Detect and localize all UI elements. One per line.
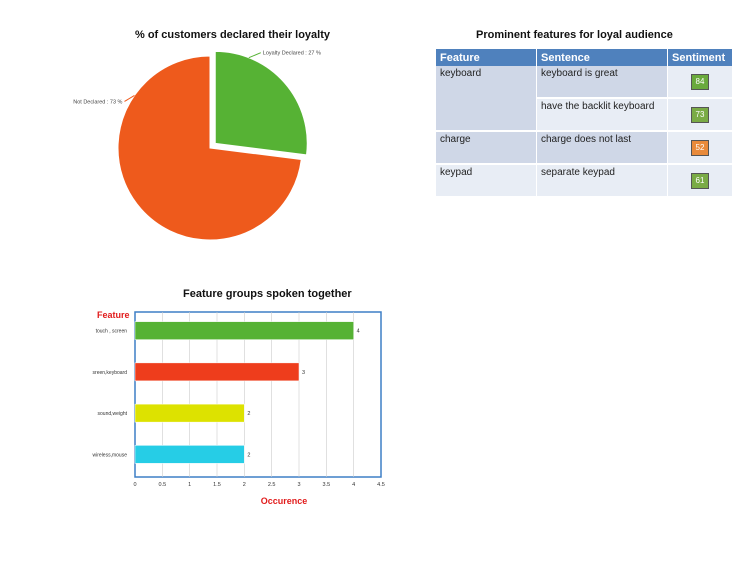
cell-sentiment: 73 [668, 99, 733, 132]
cell-sentiment: 52 [668, 132, 733, 165]
table-header-row: Feature Sentence Sentiment [436, 49, 733, 66]
pie-leader-line [124, 95, 135, 102]
bar-chart-title: Feature groups spoken together [183, 288, 352, 300]
bar [134, 403, 245, 423]
table-row: keypad separate keypad 61 [436, 165, 733, 198]
x-tick-label: 3 [297, 482, 300, 488]
y-tick-label: wireless,mouse [93, 452, 128, 458]
loyalty-pie-chart: Loyalty Declared : 27 % Not Declared : 73… [73, 50, 321, 241]
header-sentence: Sentence [537, 49, 668, 66]
sentiment-badge: 73 [691, 106, 709, 123]
y-tick-label: sreen,keyboard [93, 370, 128, 376]
header-feature: Feature [436, 49, 537, 66]
cell-sentence: keyboard is great [537, 66, 668, 99]
pie-slice-label: Not Declared : 73 % [73, 99, 122, 105]
cell-feature: keypad [436, 165, 537, 198]
x-tick-label: 4.5 [377, 482, 385, 488]
x-tick-label: 3.5 [323, 482, 331, 488]
cell-sentiment: 84 [668, 66, 733, 99]
sentiment-badge: 61 [691, 172, 709, 189]
x-tick-label: 0.5 [159, 482, 167, 488]
cell-feature: charge [436, 132, 537, 165]
table-row: have the backlit keyboard 73 [436, 99, 733, 132]
bar [134, 321, 354, 340]
cell-sentence: charge does not last [537, 132, 668, 165]
cell-sentence: separate keypad [537, 165, 668, 198]
pie-chart-title: % of customers declared their loyalty [135, 29, 331, 41]
bar [134, 362, 300, 382]
sentiment-badge: 84 [691, 73, 709, 90]
table-title: Prominent features for loyal audience [476, 29, 673, 41]
x-tick-label: 2.5 [268, 482, 276, 488]
x-axis-label: Occurence [261, 496, 308, 506]
feature-groups-bar-chart: 0 0.5 1 1.5 2 2.5 3 3.5 4 4.5 touch , screen 4 sreen… [93, 310, 385, 506]
y-tick-label: sound,weight [98, 411, 128, 417]
cell-sentiment: 61 [668, 165, 733, 198]
pie-slice-label: Loyalty Declared : 27 % [263, 51, 321, 57]
y-axis-label: Feature [97, 310, 130, 320]
bar-data-label: 2 [247, 411, 250, 417]
features-table: Feature Sentence Sentiment keyboard keyb… [436, 49, 733, 198]
bar-data-label: 4 [357, 329, 360, 335]
x-tick-label: 1.5 [213, 482, 221, 488]
x-tick-label: 4 [352, 482, 355, 488]
header-sentiment: Sentiment [668, 49, 733, 66]
x-tick-label: 0 [133, 482, 136, 488]
pie-leader-line [248, 52, 261, 59]
table-row: keyboard keyboard is great 84 [436, 66, 733, 132]
x-tick-label: 1 [188, 482, 191, 488]
x-tick-label: 2 [243, 482, 246, 488]
pie-slice [214, 50, 308, 156]
table-row: charge charge does not last 52 [436, 132, 733, 165]
pie-slice [117, 55, 302, 241]
bar [134, 445, 245, 464]
sentiment-badge: 52 [691, 139, 709, 156]
y-tick-label: touch , screen [96, 329, 128, 335]
cell-sentence: have the backlit keyboard [537, 99, 668, 132]
bar-data-label: 2 [247, 452, 250, 458]
bar-data-label: 3 [302, 370, 305, 376]
cell-feature: keyboard [436, 66, 537, 132]
